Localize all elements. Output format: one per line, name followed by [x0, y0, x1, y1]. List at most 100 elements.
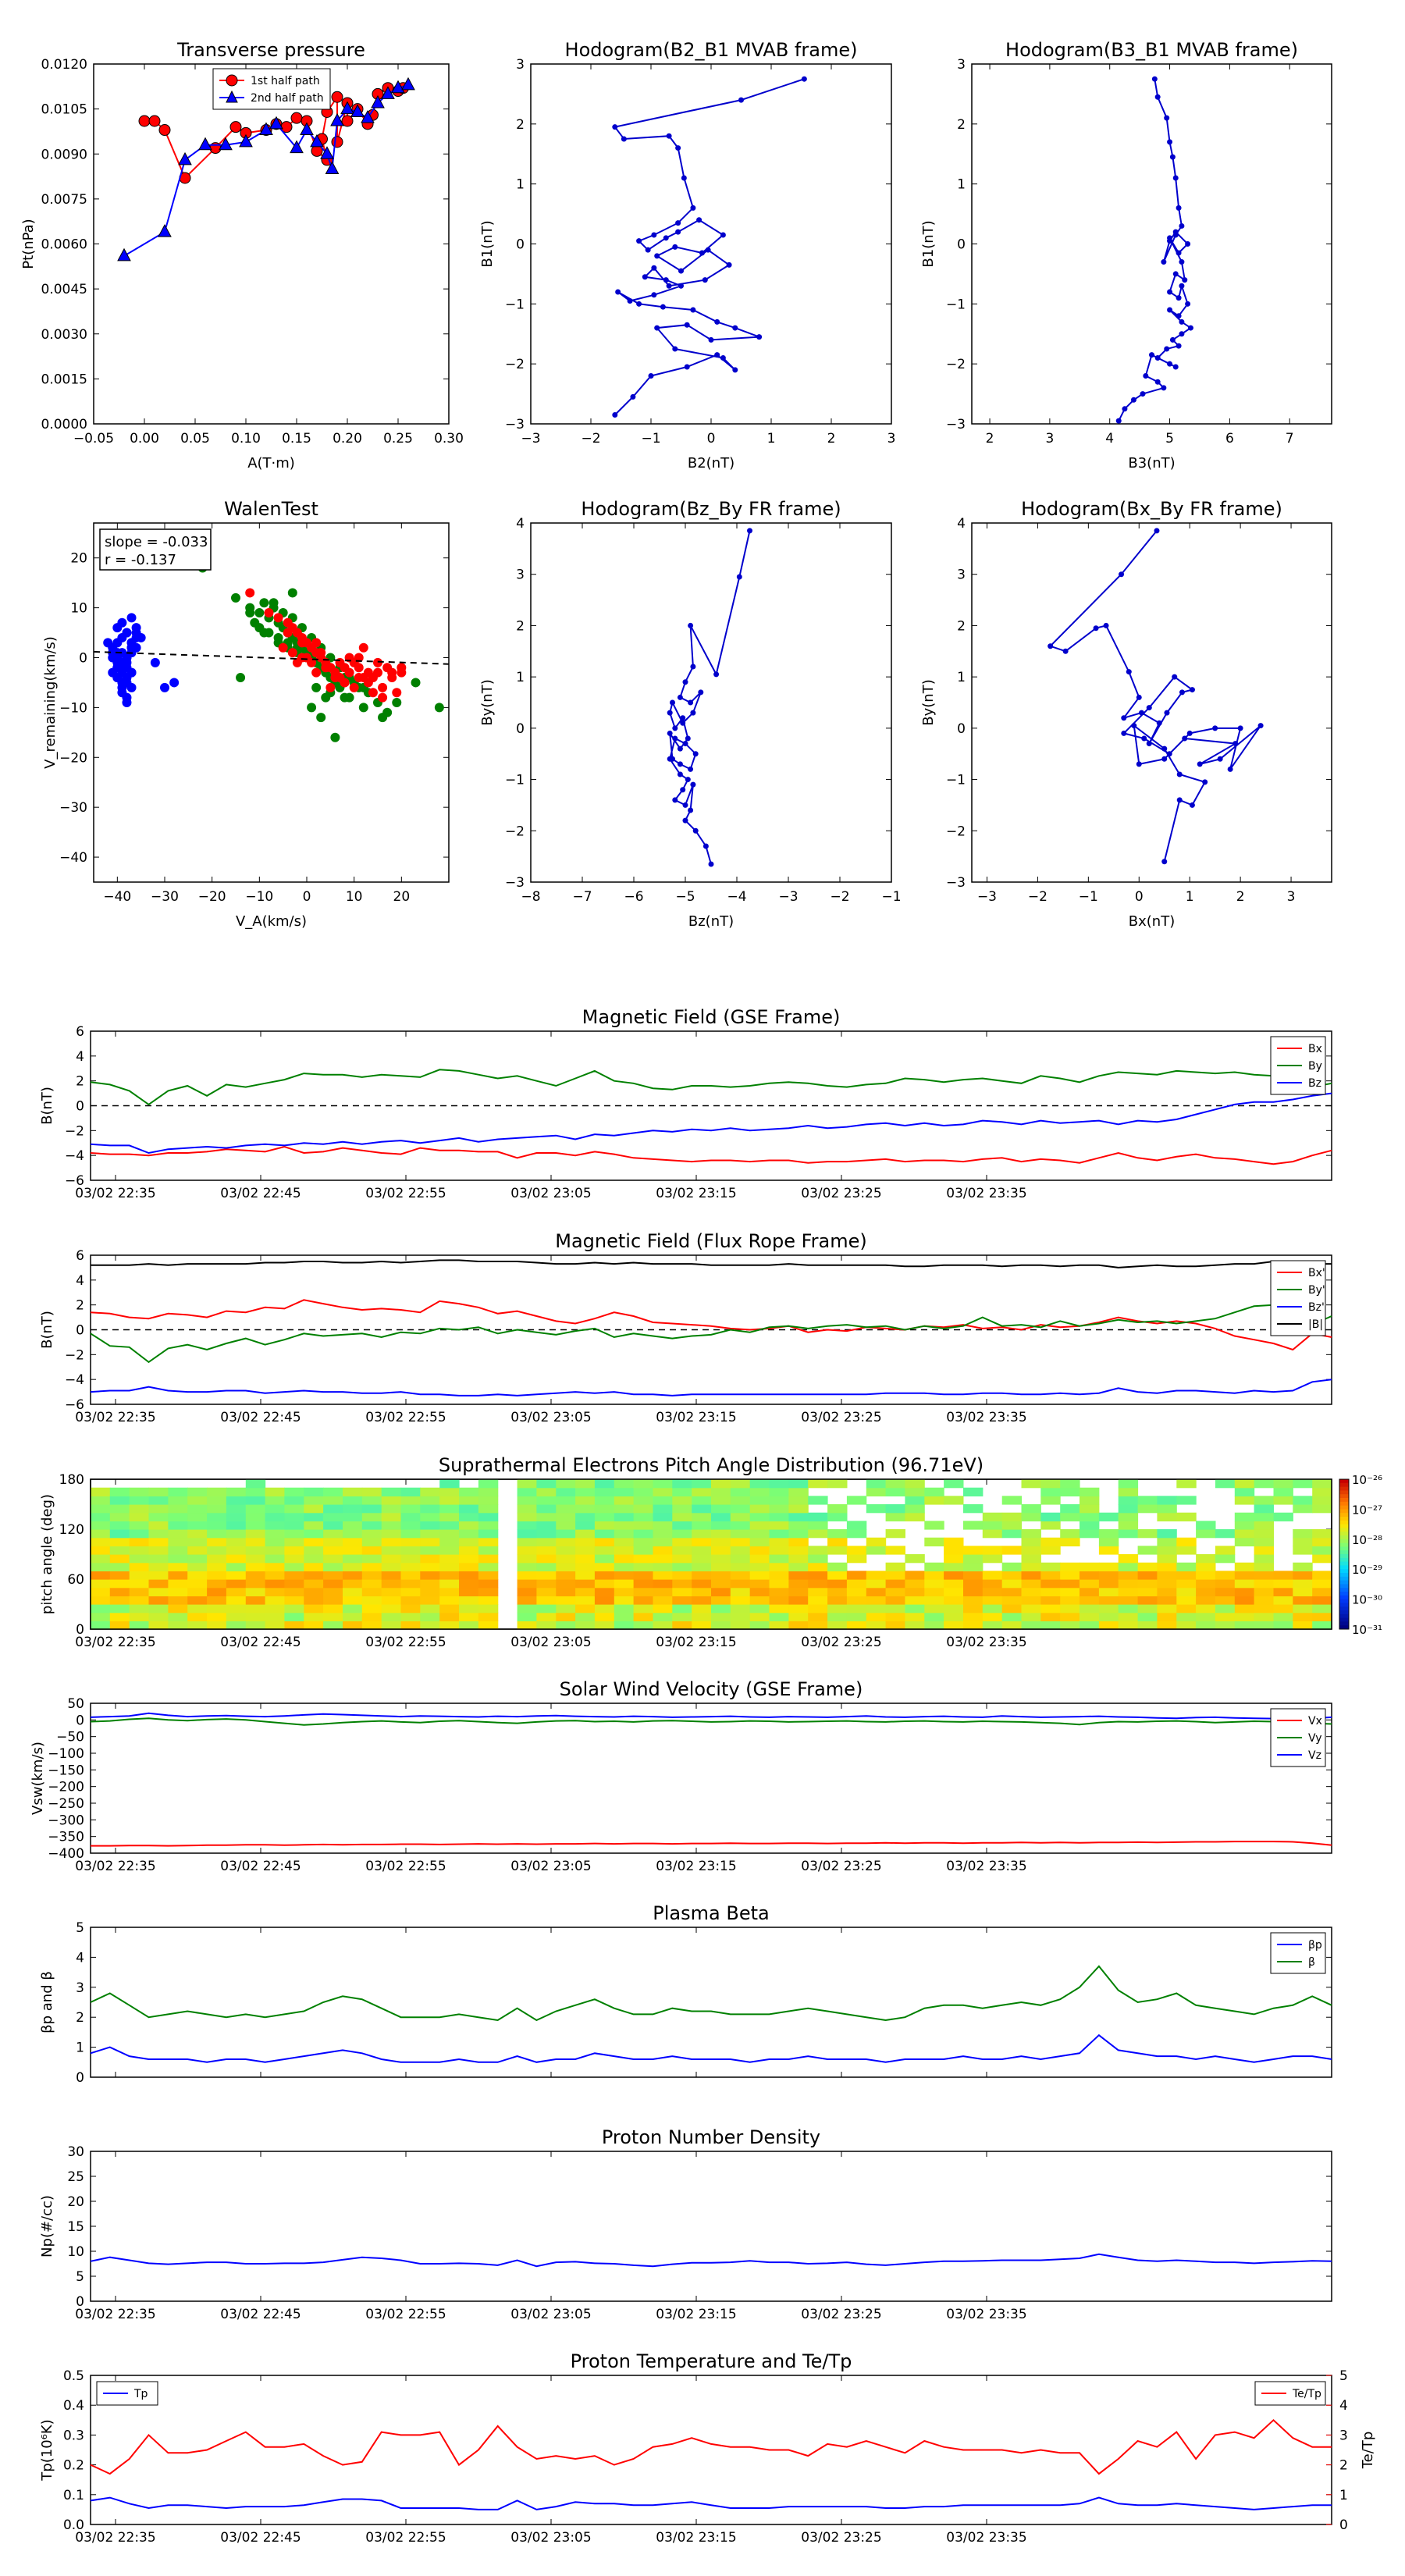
pad-cell	[575, 1621, 596, 1630]
pad-cell	[1040, 1521, 1061, 1530]
hBzBy-ytick-label: −2	[505, 824, 525, 839]
pad-colorbar-cell	[1339, 1554, 1349, 1559]
tp-xtick-label: 03/02 23:15	[656, 2530, 736, 2546]
pad-cell	[1196, 1596, 1216, 1605]
pad-cell	[769, 1579, 789, 1589]
pad-cell	[885, 1487, 905, 1496]
pad-cell	[1234, 1571, 1255, 1580]
hB3B1-point	[1167, 307, 1173, 313]
pad-cell	[1254, 1604, 1274, 1614]
pad-cell	[284, 1546, 304, 1555]
pad-cell	[1118, 1596, 1139, 1605]
pad-cell	[827, 1571, 848, 1580]
pad-cell	[381, 1596, 402, 1605]
pad-cell	[168, 1562, 188, 1571]
hB3B1-point	[1179, 331, 1185, 337]
np-title: Proton Number Density	[602, 2126, 820, 2148]
pad-cell	[982, 1621, 1003, 1630]
pad-cell	[420, 1487, 440, 1496]
hB2B1-point	[672, 244, 678, 250]
pad-cell	[400, 1512, 421, 1521]
pad-cell	[1118, 1579, 1139, 1589]
pad-cell	[168, 1571, 188, 1580]
vsw-xtick-label: 03/02 23:25	[801, 1859, 881, 1874]
pad-cell	[478, 1571, 499, 1580]
pad-cell	[1254, 1504, 1274, 1514]
pt-ytick-label: 0.0105	[41, 102, 87, 118]
pad-cell	[885, 1604, 905, 1614]
tp-ylabel: Tp(10⁶K)	[39, 2419, 55, 2481]
pad-cell	[265, 1562, 285, 1571]
pad-cell	[614, 1521, 635, 1530]
pt-title: Transverse pressure	[176, 39, 365, 61]
pad-cell	[148, 1621, 169, 1630]
pad-cell	[556, 1596, 576, 1605]
tp-ytick-label-right: 2	[1339, 2458, 1348, 2474]
pad-cell	[168, 1537, 188, 1546]
pad-cell	[885, 1479, 905, 1489]
hB3B1-ytick-label: 0	[957, 237, 966, 253]
pad-cell	[730, 1571, 751, 1580]
pad-colorbar-cell	[1339, 1505, 1349, 1510]
pad-cell	[420, 1504, 440, 1514]
pt-ytick-label: 0.0090	[41, 147, 87, 162]
pad-cell	[517, 1562, 537, 1571]
pad-cell	[1312, 1529, 1332, 1539]
mffr-ytick-label: 4	[76, 1273, 84, 1289]
mffr-ytick-label: 2	[76, 1298, 84, 1314]
pad-cell	[1157, 1546, 1177, 1555]
walen-point	[302, 653, 311, 663]
pad-cell	[905, 1579, 925, 1589]
hBzBy-point	[682, 802, 688, 808]
pad-cell	[788, 1537, 809, 1546]
hBxBy-xtick-label: 3	[1287, 889, 1296, 905]
hB2B1-ytick-label: 1	[516, 177, 525, 193]
pad-cell	[91, 1521, 111, 1530]
pt-xlabel: A(T·m)	[247, 455, 295, 471]
walen-ytick-label: −40	[59, 850, 87, 866]
pad-cell	[730, 1579, 751, 1589]
walen-point	[368, 688, 378, 698]
pad-cell	[226, 1537, 247, 1546]
pad-cell	[109, 1587, 130, 1596]
pad-cell	[1254, 1587, 1274, 1596]
pad-colorbar-cell	[1339, 1509, 1349, 1514]
pad-cell	[284, 1554, 304, 1564]
pad-cell	[672, 1537, 692, 1546]
pad-cell	[536, 1479, 557, 1489]
pad-cell	[265, 1596, 285, 1605]
mffr-ytick-label: −4	[65, 1372, 84, 1388]
pad-cell	[1060, 1504, 1080, 1514]
pad-cell	[1001, 1604, 1023, 1614]
pad-cell	[207, 1529, 227, 1539]
hB2B1-point	[678, 268, 684, 274]
pad-cell	[1176, 1496, 1197, 1505]
pad-cell	[963, 1579, 984, 1589]
pad-cell	[439, 1587, 460, 1596]
hB3B1-point	[1154, 94, 1161, 100]
pad-cell	[653, 1546, 673, 1555]
pad-cell	[1137, 1612, 1158, 1621]
tp-xtick-label: 03/02 23:05	[510, 2530, 591, 2546]
pad-cell	[1001, 1512, 1023, 1521]
pad-cell	[1293, 1604, 1313, 1614]
hBzBy-ytick-label: 2	[516, 618, 525, 634]
pad-cell	[1040, 1596, 1061, 1605]
pad-colorbar-cell	[1339, 1603, 1349, 1607]
mffr-legend-label: Bx'	[1308, 1267, 1325, 1279]
pad-cell	[866, 1579, 887, 1589]
pad-cell	[109, 1604, 130, 1614]
pad-cell	[575, 1512, 596, 1521]
pad-cell	[1234, 1587, 1255, 1596]
pad-cell	[517, 1571, 537, 1580]
walen-xtick-label: −20	[198, 889, 226, 905]
walen-point	[122, 628, 132, 638]
hBzBy-point	[688, 699, 694, 706]
vsw-xtick-label: 03/02 22:45	[220, 1859, 301, 1874]
pt-point	[148, 115, 161, 127]
pad-cell	[187, 1562, 208, 1571]
pt-xtick-label: 0.10	[231, 431, 261, 447]
hBzBy-point	[688, 622, 694, 628]
np-ylabel: Np(#/cc)	[39, 2195, 55, 2258]
